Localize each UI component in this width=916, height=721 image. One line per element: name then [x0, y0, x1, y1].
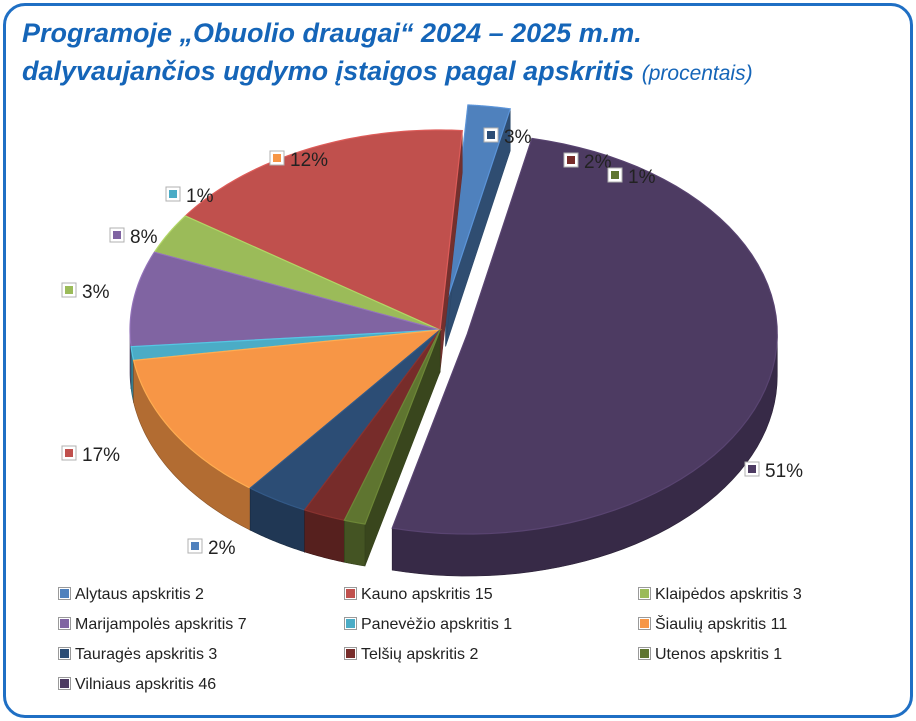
pie-slice: [343, 329, 441, 567]
data-label-marker: [748, 465, 756, 473]
pie-chart: 2% 17% 3% 8% 1% 12% 3% 2% 1% 51%: [61, 104, 803, 577]
pie-slice-top: [153, 215, 441, 331]
legend-swatch: [344, 647, 357, 660]
pie-slice-top: [445, 104, 512, 305]
data-label: 2%: [563, 152, 612, 173]
data-label-marker: [487, 131, 495, 139]
data-label-text: 17%: [82, 445, 120, 466]
data-label-text: 1%: [628, 167, 656, 188]
legend-item: Panevėžio apskritis 1: [344, 616, 512, 634]
legend-label: Alytaus apskritis 2: [75, 586, 204, 603]
pie-slice-top: [391, 137, 778, 535]
chart-title-line2: dalyvaujančios ugdymo įstaigos pagal aps…: [22, 52, 902, 93]
legend-item: Vilniaus apskritis 46: [58, 676, 216, 694]
data-label-marker: [113, 231, 121, 239]
pie-slice-top: [129, 251, 441, 348]
legend-swatch: [58, 647, 71, 660]
data-label: 8%: [109, 227, 158, 248]
pie-slice-side: [344, 519, 366, 567]
legend-label: Vilniaus apskritis 46: [75, 676, 217, 693]
legend-label: Šiaulių apskritis 11: [655, 616, 788, 633]
data-label-marker: [191, 542, 199, 550]
legend-swatch: [58, 617, 71, 630]
legend-swatch: [58, 587, 71, 600]
data-label-marker: [65, 449, 73, 457]
pie-slice-top: [343, 329, 441, 525]
legend-swatch: [344, 617, 357, 630]
data-label-text: 8%: [130, 227, 158, 248]
data-label-marker: [273, 154, 281, 162]
data-label: 2%: [187, 538, 236, 559]
legend-swatch: [638, 617, 651, 630]
legend-item: Marijampolės apskritis 7: [58, 616, 247, 634]
legend-item: Telšių apskritis 2: [344, 646, 478, 664]
data-label-text: 3%: [504, 127, 532, 148]
legend-item: Tauragės apskritis 3: [58, 646, 217, 664]
data-label: 17%: [61, 445, 120, 466]
legend-swatch: [58, 677, 71, 690]
chart-title-unit: (procentais): [641, 62, 753, 85]
pie-slice-top: [303, 329, 441, 521]
legend-item: Šiaulių apskritis 11: [638, 616, 787, 634]
legend-label: Kauno apskritis 15: [361, 586, 493, 603]
pie-slice-top: [249, 329, 441, 511]
pie-slice-top: [184, 129, 463, 331]
legend-label: Utenos apskritis 1: [655, 646, 783, 663]
data-label-text: 51%: [765, 461, 803, 482]
legend-label: Klaipėdos apskritis 3: [655, 586, 802, 603]
legend-swatch: [344, 587, 357, 600]
data-label: 1%: [607, 167, 656, 188]
data-label-text: 2%: [584, 152, 612, 173]
data-label: 51%: [744, 461, 803, 482]
data-label: 12%: [269, 150, 328, 171]
chart-title: Programoje „Obuolio draugai“ 2024 – 2025…: [22, 14, 902, 93]
data-label: 3%: [61, 282, 110, 303]
data-label-text: 12%: [290, 150, 328, 171]
data-label-marker: [567, 156, 575, 164]
data-label-marker: [611, 171, 619, 179]
legend-swatch: [638, 647, 651, 660]
legend-item: Kauno apskritis 15: [344, 586, 493, 604]
legend-item: Klaipėdos apskritis 3: [638, 586, 802, 604]
legend-item: Alytaus apskritis 2: [58, 586, 204, 604]
legend-swatch: [638, 587, 651, 600]
legend-label: Tauragės apskritis 3: [75, 646, 218, 663]
legend-label: Marijampolės apskritis 7: [75, 616, 247, 633]
data-label-text: 1%: [186, 186, 214, 207]
data-label: 1%: [165, 186, 214, 207]
legend-label: Telšių apskritis 2: [361, 646, 479, 663]
data-label-marker: [169, 190, 177, 198]
data-label-text: 2%: [208, 538, 236, 559]
pie-slice-top: [132, 329, 442, 489]
data-label: 3%: [483, 127, 532, 148]
legend-label: Panevėžio apskritis 1: [361, 616, 513, 633]
data-label-marker: [65, 286, 73, 294]
legend-item: Utenos apskritis 1: [638, 646, 782, 664]
chart-title-line1: Programoje „Obuolio draugai“ 2024 – 2025…: [22, 18, 642, 48]
chart-title-line2-text: dalyvaujančios ugdymo įstaigos pagal aps…: [22, 56, 635, 86]
data-label-text: 3%: [82, 282, 110, 303]
pie-slice: [391, 137, 778, 577]
pie-slice: [445, 104, 512, 347]
